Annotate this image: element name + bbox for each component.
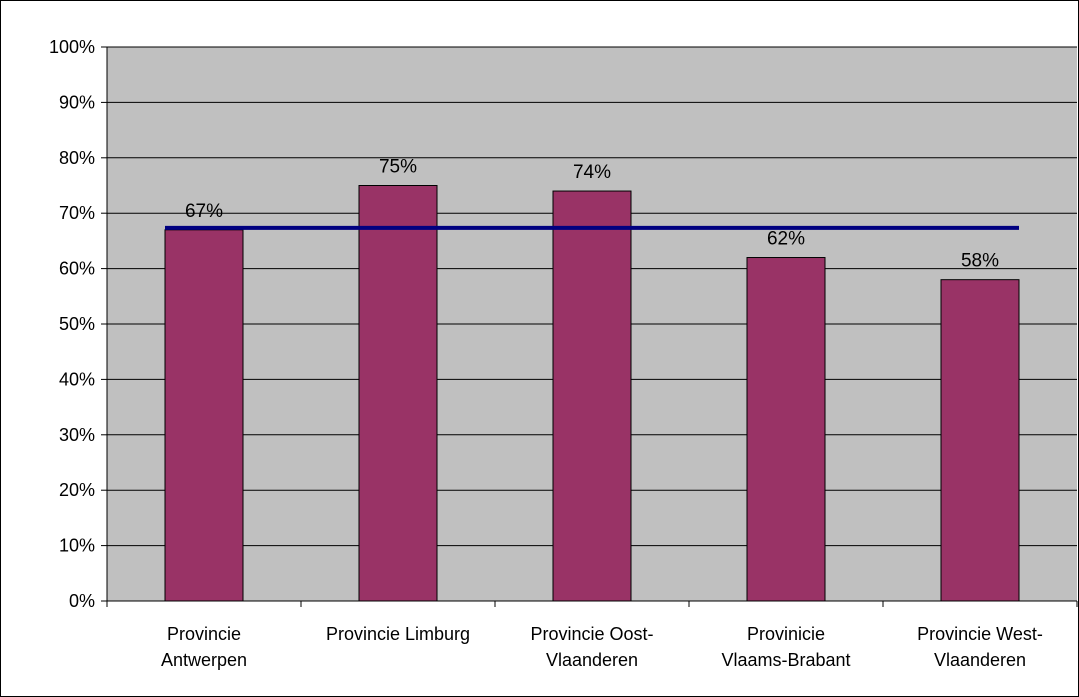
category-label: Antwerpen <box>161 650 247 670</box>
y-tick-label: 0% <box>69 591 95 611</box>
y-tick-label: 50% <box>59 314 95 334</box>
data-label: 74% <box>573 162 611 183</box>
y-tick-label: 40% <box>59 369 95 389</box>
category-label: Vlaanderen <box>934 650 1026 670</box>
category-label: Provincie West- <box>917 624 1043 644</box>
y-tick-label: 20% <box>59 480 95 500</box>
category-label: Provincie Limburg <box>326 624 470 644</box>
y-tick-label: 10% <box>59 536 95 556</box>
bar <box>746 257 826 602</box>
bar <box>358 185 438 602</box>
data-label: 58% <box>961 251 999 272</box>
bar <box>552 190 632 602</box>
y-tick-label: 100% <box>49 37 95 57</box>
category-label: Vlaanderen <box>546 650 638 670</box>
category-label: Provincie <box>167 624 241 644</box>
bar <box>940 279 1020 602</box>
category-label: Provincie Oost- <box>530 624 653 644</box>
y-tick-label: 30% <box>59 425 95 445</box>
y-tick-label: 80% <box>59 148 95 168</box>
bars <box>164 185 1020 602</box>
labels: 0% 10% 20% 30% 40% 50% 60% 70% 80% 90% 100% 67% Prov… <box>49 37 1043 670</box>
bar <box>164 229 244 602</box>
category-label: Provinicie <box>747 624 825 644</box>
y-tick-label: 90% <box>59 92 95 112</box>
category-label: Vlaams-Brabant <box>721 650 850 670</box>
axes <box>101 46 1078 607</box>
data-label: 62% <box>767 229 805 250</box>
y-tick-label: 70% <box>59 203 95 223</box>
y-tick-label: 60% <box>59 259 95 279</box>
data-label: 67% <box>185 201 223 222</box>
data-label: 75% <box>379 157 417 178</box>
